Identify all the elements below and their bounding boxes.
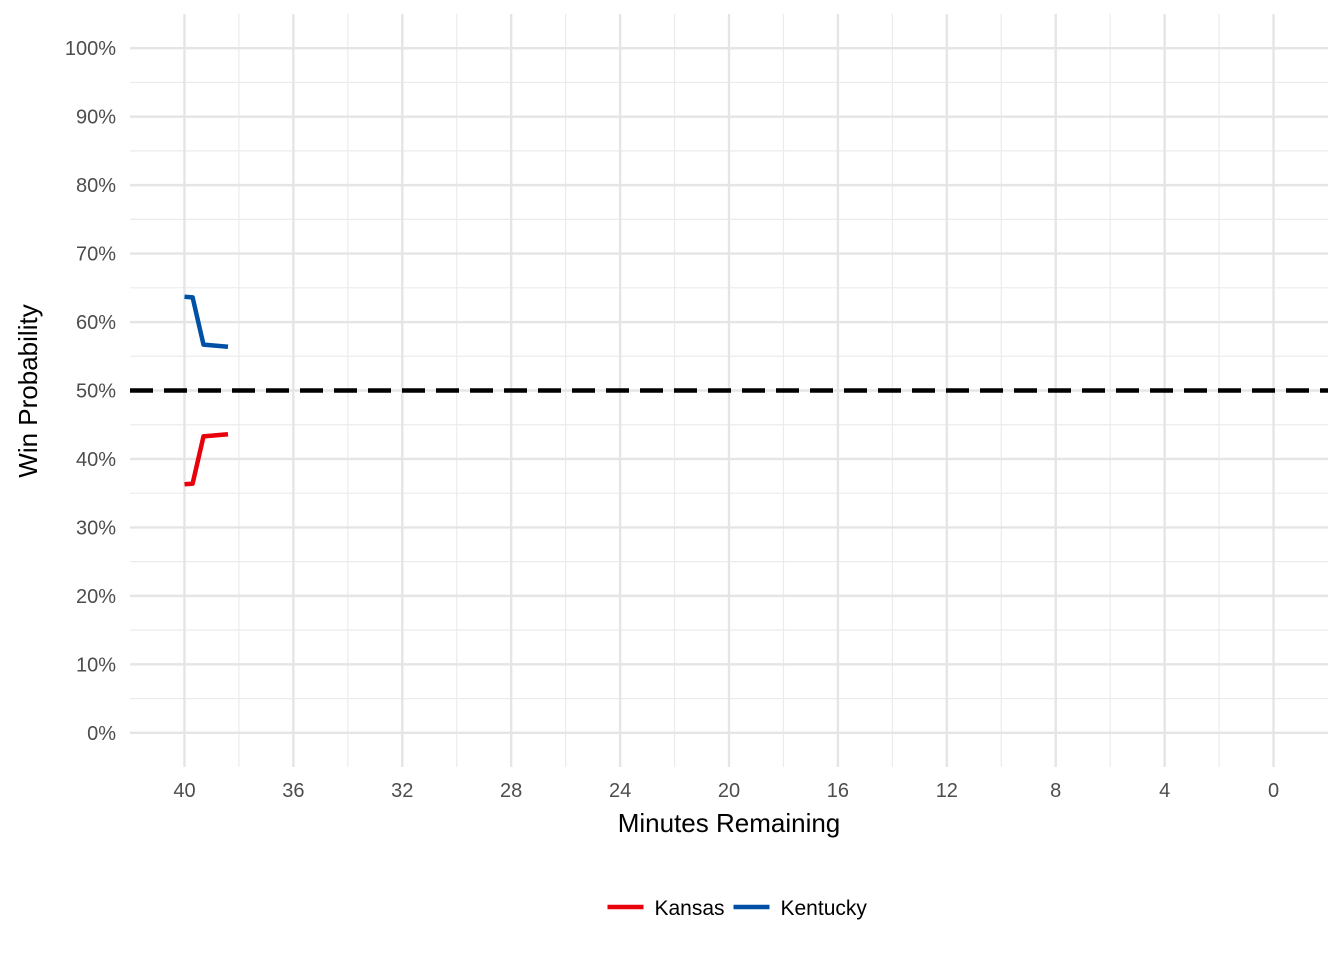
legend: Kansas Kentucky — [607, 897, 868, 920]
series-line-kentucky — [184, 294, 229, 349]
y-tick-label: 50% — [76, 381, 116, 403]
x-tick-label: 20 — [718, 780, 740, 802]
y-tick-label: 10% — [76, 654, 116, 676]
y-tick-label: 90% — [76, 107, 116, 129]
y-tick-label: 100% — [65, 38, 116, 60]
y-tick-label: 60% — [76, 312, 116, 334]
series-lines — [184, 294, 229, 487]
x-tick-label: 24 — [609, 780, 631, 802]
x-tick-label: 28 — [500, 780, 522, 802]
y-tick-label: 30% — [76, 517, 116, 539]
y-tick-label: 40% — [76, 449, 116, 471]
legend-label-kentucky: Kentucky — [781, 897, 868, 920]
x-tick-label: 36 — [282, 780, 304, 802]
y-tick-label: 20% — [76, 586, 116, 608]
x-tick-label: 8 — [1050, 780, 1061, 802]
y-tick-label: 70% — [76, 244, 116, 266]
x-tick-label: 40 — [173, 780, 195, 802]
y-axis-title: Win Probability — [13, 304, 43, 477]
x-axis-title: Minutes Remaining — [618, 808, 841, 838]
x-tick-label: 16 — [827, 780, 849, 802]
x-tick-label: 12 — [936, 780, 958, 802]
y-tick-label: 0% — [87, 723, 116, 745]
x-tick-label: 32 — [391, 780, 413, 802]
y-tick-label: 80% — [76, 175, 116, 197]
x-tick-label: 0 — [1268, 780, 1279, 802]
series-line-kansas — [184, 432, 229, 487]
x-axis-ticks: 40 36 32 28 24 20 16 12 8 4 0 — [173, 780, 1279, 802]
legend-label-kansas: Kansas — [655, 897, 725, 920]
y-axis-ticks: 0% 10% 20% 30% 40% 50% 60% 70% 80% 90% 100% — [65, 38, 116, 745]
x-tick-label: 4 — [1159, 780, 1170, 802]
